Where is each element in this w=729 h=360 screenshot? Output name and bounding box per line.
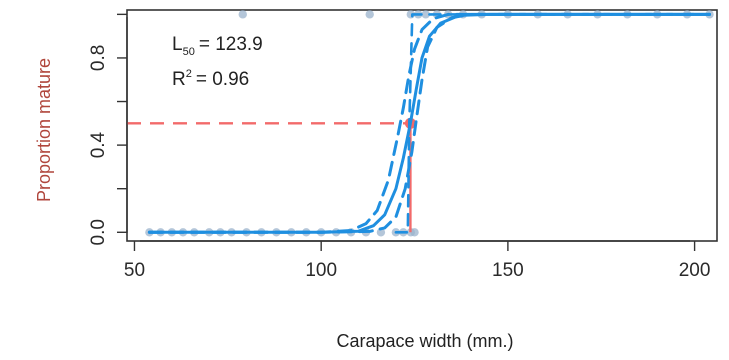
observation-point-mature [238, 10, 247, 19]
x-tick-label: 50 [124, 260, 145, 281]
x-axis-label: Carapace width (mm.) [336, 331, 513, 351]
l50-value: = 123.9 [199, 34, 263, 55]
x-tick-label: 100 [305, 260, 337, 281]
r2-value: = 0.96 [196, 69, 249, 90]
series-line-ci-upper [147, 12, 711, 234]
r2-superscript: 2 [186, 68, 192, 80]
observation-point-immature [376, 228, 386, 237]
series-line-ci-lower [147, 12, 711, 234]
series-line-step [394, 13, 711, 234]
l50-subscript: 50 [183, 46, 195, 58]
x-tick-label: 200 [679, 260, 711, 281]
svg-text:R2= 0.96: R2 = 0.96 [172, 68, 249, 90]
y-tick-label: 0.8 [88, 45, 109, 71]
r2-letter: R [172, 69, 186, 90]
y-tick-label: 0.0 [88, 219, 109, 245]
plot-frame [126, 9, 718, 242]
stats-annotation: L50 = 123.9 R2 = 0.96 [172, 34, 263, 90]
x-tick-label: 150 [492, 260, 524, 281]
y-axis: 0.0 0.4 0.8 [88, 13, 128, 246]
svg-text:L50= 123.9: L50 = 123.9 [172, 34, 263, 58]
l50-letter: L [172, 34, 183, 55]
x-axis: 50 100 150 200 [124, 240, 711, 281]
observation-point-immature [410, 228, 419, 237]
observation-point-mature [365, 10, 374, 19]
observation-point-mature [421, 10, 430, 19]
y-tick-label: 0.4 [88, 131, 109, 158]
fitted-curves [147, 12, 711, 234]
y-axis-label: Proportion mature [34, 58, 54, 202]
